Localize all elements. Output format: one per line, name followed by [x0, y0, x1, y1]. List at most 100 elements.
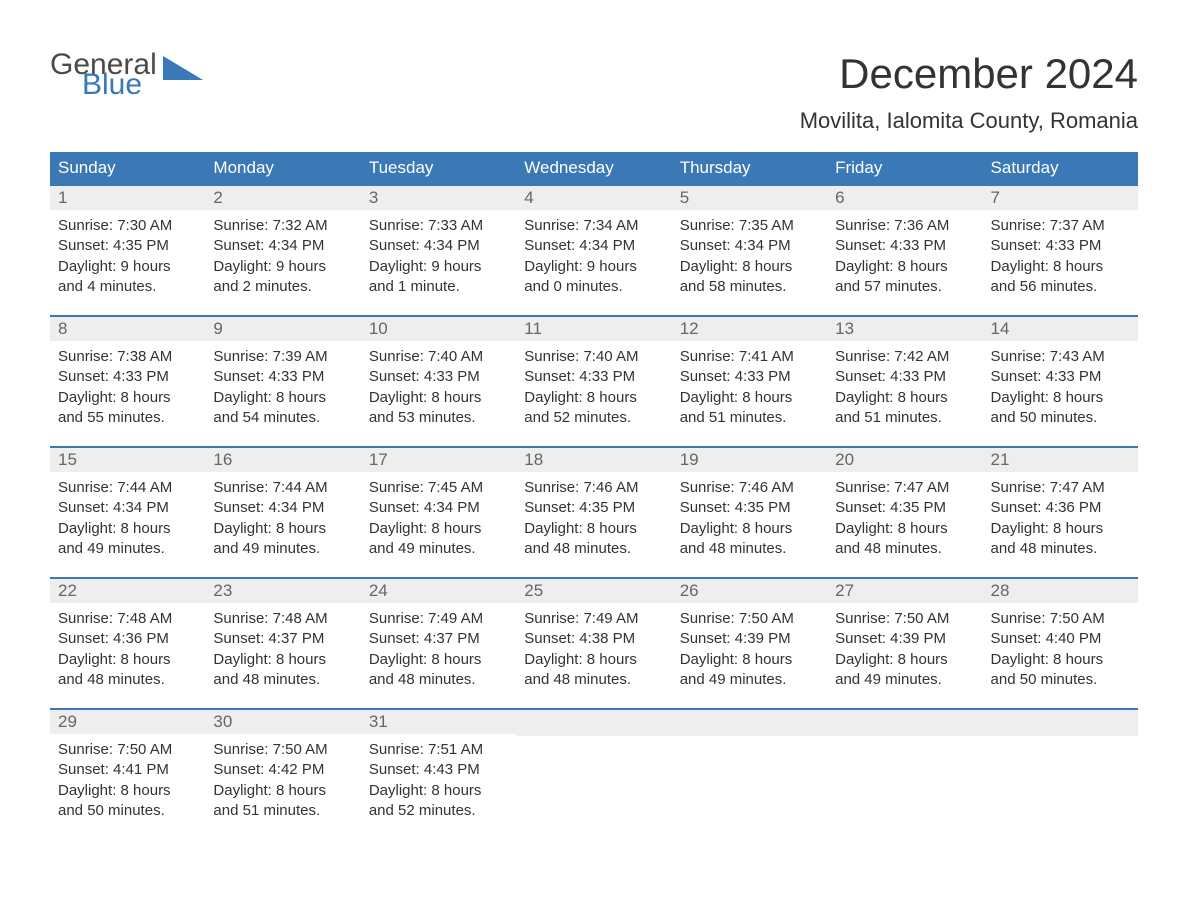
day-sunset: Sunset: 4:42 PM [213, 760, 352, 780]
day-day1: Daylight: 8 hours [835, 388, 974, 408]
day-detail: Sunrise: 7:48 AMSunset: 4:36 PMDaylight:… [50, 603, 205, 692]
day-day2: and 51 minutes. [213, 801, 352, 821]
day-day1: Daylight: 8 hours [58, 650, 197, 670]
day-detail: Sunrise: 7:32 AMSunset: 4:34 PMDaylight:… [205, 210, 360, 299]
day-day1: Daylight: 9 hours [524, 257, 663, 277]
calendar-day: 22Sunrise: 7:48 AMSunset: 4:36 PMDayligh… [50, 579, 205, 692]
calendar-day: 23Sunrise: 7:48 AMSunset: 4:37 PMDayligh… [205, 579, 360, 692]
calendar-day: 29Sunrise: 7:50 AMSunset: 4:41 PMDayligh… [50, 710, 205, 823]
calendar: Sunday Monday Tuesday Wednesday Thursday… [50, 152, 1138, 823]
day-number: 21 [983, 448, 1138, 472]
day-day2: and 48 minutes. [524, 670, 663, 690]
day-sunrise: Sunrise: 7:47 AM [991, 478, 1130, 498]
day-day2: and 2 minutes. [213, 277, 352, 297]
weekday-wednesday: Wednesday [516, 152, 671, 184]
day-sunset: Sunset: 4:35 PM [58, 236, 197, 256]
calendar-week: 8Sunrise: 7:38 AMSunset: 4:33 PMDaylight… [50, 315, 1138, 430]
calendar-week: 15Sunrise: 7:44 AMSunset: 4:34 PMDayligh… [50, 446, 1138, 561]
calendar-day: 4Sunrise: 7:34 AMSunset: 4:34 PMDaylight… [516, 186, 671, 299]
day-number: 31 [361, 710, 516, 734]
day-number: 9 [205, 317, 360, 341]
day-sunset: Sunset: 4:33 PM [369, 367, 508, 387]
day-day2: and 48 minutes. [991, 539, 1130, 559]
day-day2: and 48 minutes. [835, 539, 974, 559]
day-day2: and 50 minutes. [991, 670, 1130, 690]
day-day2: and 53 minutes. [369, 408, 508, 428]
day-sunrise: Sunrise: 7:50 AM [213, 740, 352, 760]
day-detail: Sunrise: 7:46 AMSunset: 4:35 PMDaylight:… [672, 472, 827, 561]
day-sunrise: Sunrise: 7:46 AM [524, 478, 663, 498]
calendar-week: 22Sunrise: 7:48 AMSunset: 4:36 PMDayligh… [50, 577, 1138, 692]
day-number [827, 710, 982, 736]
day-sunset: Sunset: 4:40 PM [991, 629, 1130, 649]
day-day1: Daylight: 8 hours [524, 388, 663, 408]
day-detail: Sunrise: 7:33 AMSunset: 4:34 PMDaylight:… [361, 210, 516, 299]
day-detail: Sunrise: 7:44 AMSunset: 4:34 PMDaylight:… [205, 472, 360, 561]
day-sunrise: Sunrise: 7:49 AM [524, 609, 663, 629]
day-day1: Daylight: 8 hours [991, 257, 1130, 277]
day-number: 30 [205, 710, 360, 734]
day-detail: Sunrise: 7:36 AMSunset: 4:33 PMDaylight:… [827, 210, 982, 299]
day-sunrise: Sunrise: 7:42 AM [835, 347, 974, 367]
day-sunset: Sunset: 4:43 PM [369, 760, 508, 780]
weekday-saturday: Saturday [983, 152, 1138, 184]
calendar-day: 20Sunrise: 7:47 AMSunset: 4:35 PMDayligh… [827, 448, 982, 561]
day-day1: Daylight: 8 hours [524, 519, 663, 539]
day-number: 5 [672, 186, 827, 210]
day-detail: Sunrise: 7:40 AMSunset: 4:33 PMDaylight:… [361, 341, 516, 430]
weekday-friday: Friday [827, 152, 982, 184]
day-day2: and 52 minutes. [524, 408, 663, 428]
day-day1: Daylight: 8 hours [680, 650, 819, 670]
day-day2: and 48 minutes. [524, 539, 663, 559]
calendar-day: 16Sunrise: 7:44 AMSunset: 4:34 PMDayligh… [205, 448, 360, 561]
day-number: 23 [205, 579, 360, 603]
day-day1: Daylight: 8 hours [213, 388, 352, 408]
day-day2: and 4 minutes. [58, 277, 197, 297]
day-sunset: Sunset: 4:35 PM [835, 498, 974, 518]
day-day1: Daylight: 9 hours [213, 257, 352, 277]
calendar-day [827, 710, 982, 823]
calendar-day: 3Sunrise: 7:33 AMSunset: 4:34 PMDaylight… [361, 186, 516, 299]
logo-text: General Blue [50, 50, 157, 100]
logo-sail-icon [163, 56, 203, 80]
day-number: 4 [516, 186, 671, 210]
day-number [672, 710, 827, 736]
day-number: 15 [50, 448, 205, 472]
day-sunrise: Sunrise: 7:34 AM [524, 216, 663, 236]
weeks-container: 1Sunrise: 7:30 AMSunset: 4:35 PMDaylight… [50, 184, 1138, 823]
day-number: 13 [827, 317, 982, 341]
day-number: 3 [361, 186, 516, 210]
day-sunset: Sunset: 4:34 PM [213, 236, 352, 256]
calendar-week: 1Sunrise: 7:30 AMSunset: 4:35 PMDaylight… [50, 184, 1138, 299]
calendar-day: 28Sunrise: 7:50 AMSunset: 4:40 PMDayligh… [983, 579, 1138, 692]
day-number: 7 [983, 186, 1138, 210]
day-day2: and 49 minutes. [58, 539, 197, 559]
day-detail: Sunrise: 7:49 AMSunset: 4:37 PMDaylight:… [361, 603, 516, 692]
day-detail: Sunrise: 7:47 AMSunset: 4:35 PMDaylight:… [827, 472, 982, 561]
calendar-day: 1Sunrise: 7:30 AMSunset: 4:35 PMDaylight… [50, 186, 205, 299]
day-number [516, 710, 671, 736]
day-detail: Sunrise: 7:50 AMSunset: 4:39 PMDaylight:… [672, 603, 827, 692]
day-day2: and 49 minutes. [835, 670, 974, 690]
location: Movilita, Ialomita County, Romania [50, 108, 1138, 134]
day-sunset: Sunset: 4:33 PM [58, 367, 197, 387]
day-day1: Daylight: 8 hours [680, 388, 819, 408]
calendar-week: 29Sunrise: 7:50 AMSunset: 4:41 PMDayligh… [50, 708, 1138, 823]
day-detail: Sunrise: 7:50 AMSunset: 4:40 PMDaylight:… [983, 603, 1138, 692]
day-number: 26 [672, 579, 827, 603]
calendar-day: 11Sunrise: 7:40 AMSunset: 4:33 PMDayligh… [516, 317, 671, 430]
day-day1: Daylight: 8 hours [991, 650, 1130, 670]
day-sunrise: Sunrise: 7:39 AM [213, 347, 352, 367]
calendar-day: 7Sunrise: 7:37 AMSunset: 4:33 PMDaylight… [983, 186, 1138, 299]
day-detail: Sunrise: 7:50 AMSunset: 4:41 PMDaylight:… [50, 734, 205, 823]
day-day2: and 50 minutes. [58, 801, 197, 821]
day-sunset: Sunset: 4:38 PM [524, 629, 663, 649]
day-day1: Daylight: 8 hours [991, 388, 1130, 408]
day-number: 28 [983, 579, 1138, 603]
day-sunset: Sunset: 4:33 PM [680, 367, 819, 387]
day-number: 10 [361, 317, 516, 341]
day-number: 1 [50, 186, 205, 210]
day-sunset: Sunset: 4:39 PM [835, 629, 974, 649]
day-sunset: Sunset: 4:33 PM [991, 367, 1130, 387]
header: General Blue December 2024 [50, 50, 1138, 100]
